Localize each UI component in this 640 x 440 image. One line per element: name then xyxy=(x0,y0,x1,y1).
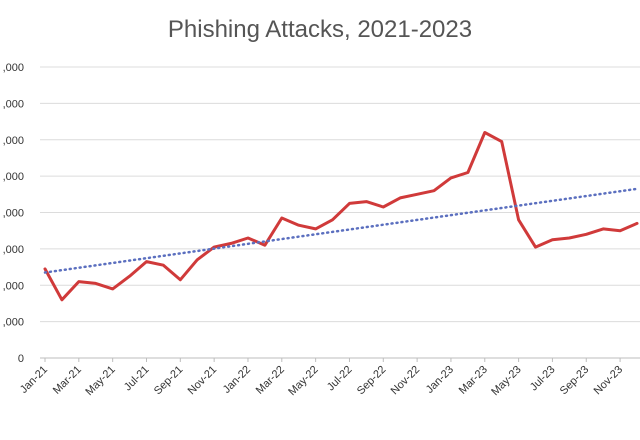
x-tick-label: Mar-22 xyxy=(254,364,287,397)
y-tick-label: ,000 xyxy=(3,62,24,74)
x-tick-label: Jan-21 xyxy=(18,364,50,396)
y-tick-label: ,000 xyxy=(3,98,24,110)
y-tick-label: 0 xyxy=(18,353,24,365)
x-tick-label: Nov-22 xyxy=(389,364,423,398)
y-tick-label: ,000 xyxy=(3,244,24,256)
y-tick-label: ,000 xyxy=(3,171,24,183)
x-tick-label: Mar-21 xyxy=(51,364,84,397)
chart-title: Phishing Attacks, 2021-2023 xyxy=(167,16,473,43)
y-tick-label: ,000 xyxy=(3,280,24,292)
x-tick-label: Jul-22 xyxy=(325,364,355,394)
y-tick-label: ,000 xyxy=(3,208,24,220)
x-tick-label: Jul-23 xyxy=(528,364,558,394)
x-tick-label: Jan-22 xyxy=(221,364,253,396)
x-tick-label: Nov-23 xyxy=(592,364,626,398)
x-tick-label: May-23 xyxy=(489,364,523,398)
x-tick-label: Jan-23 xyxy=(424,364,456,396)
x-tick-label: Mar-23 xyxy=(457,364,490,397)
x-tick-label: Sep-22 xyxy=(355,364,389,398)
x-tick-label: May-22 xyxy=(286,364,320,398)
x-tick-label: Sep-21 xyxy=(152,364,186,398)
trendline xyxy=(43,187,639,274)
x-tick-label: Jul-21 xyxy=(122,364,152,394)
series-line xyxy=(43,131,639,302)
x-tick-label: Nov-21 xyxy=(186,364,220,398)
y-tick-label: ,000 xyxy=(3,317,24,329)
y-tick-label: ,000 xyxy=(3,135,24,147)
x-tick-label: Sep-23 xyxy=(558,364,592,398)
x-tick-label: May-21 xyxy=(83,364,117,398)
